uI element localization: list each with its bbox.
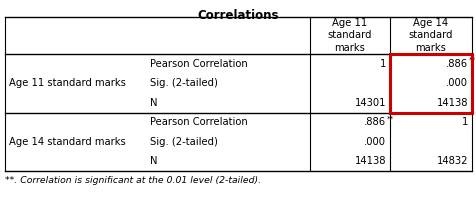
Text: **: ** — [468, 57, 475, 63]
Text: Sig. (2-tailed): Sig. (2-tailed) — [149, 78, 218, 88]
Text: N: N — [149, 156, 157, 166]
Text: .000: .000 — [445, 78, 467, 88]
Text: N: N — [149, 98, 157, 108]
Text: Correlations: Correlations — [198, 9, 278, 22]
Text: Age 11
standard
marks: Age 11 standard marks — [327, 18, 371, 53]
Text: 14138: 14138 — [354, 156, 385, 166]
Text: 14138: 14138 — [436, 98, 467, 108]
Text: Sig. (2-tailed): Sig. (2-tailed) — [149, 137, 218, 147]
Bar — [389, 54, 471, 112]
Text: .886: .886 — [445, 59, 467, 69]
Text: Pearson Correlation: Pearson Correlation — [149, 117, 247, 127]
Text: Age 14 standard marks: Age 14 standard marks — [9, 137, 126, 147]
Text: **: ** — [386, 116, 394, 122]
Text: **. Correlation is significant at the 0.01 level (2-tailed).: **. Correlation is significant at the 0.… — [5, 176, 260, 185]
Text: Pearson Correlation: Pearson Correlation — [149, 59, 247, 69]
Text: 1: 1 — [461, 117, 467, 127]
Text: 14301: 14301 — [354, 98, 385, 108]
Text: Age 14
standard
marks: Age 14 standard marks — [408, 18, 452, 53]
Text: 14832: 14832 — [436, 156, 467, 166]
Text: 1: 1 — [379, 59, 385, 69]
Text: Age 11 standard marks: Age 11 standard marks — [9, 78, 126, 88]
Text: .000: .000 — [363, 137, 385, 147]
Text: .886: .886 — [363, 117, 385, 127]
